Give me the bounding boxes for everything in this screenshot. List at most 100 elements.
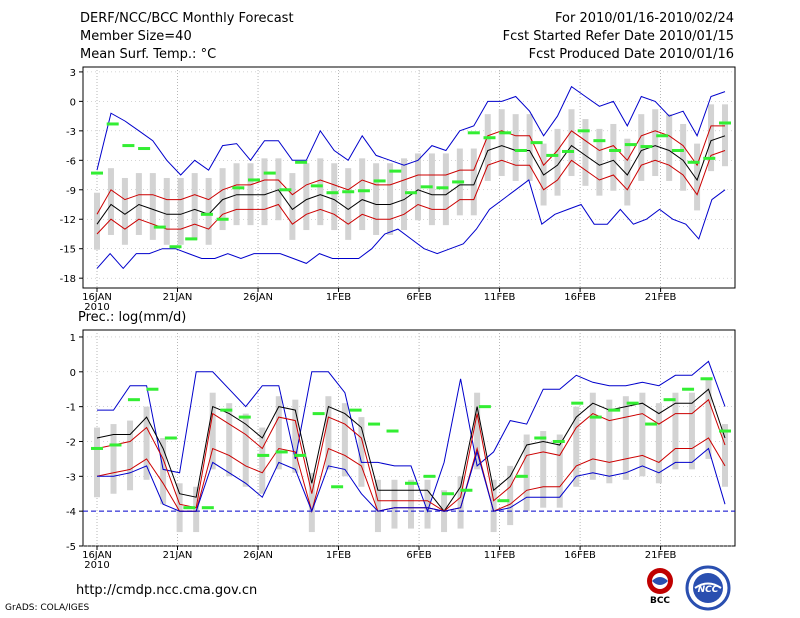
prec-spread-box (259, 427, 266, 494)
temp-median-marker (514, 148, 527, 152)
prec-upper-line (96, 398, 726, 512)
temp-median-marker (279, 188, 292, 192)
temp-spread-box (610, 123, 617, 191)
temp-median-marker (436, 186, 449, 190)
temp-max-line (96, 85, 726, 176)
grads-credit: GrADS: COLA/IGES (5, 603, 90, 613)
temp-x-tick-label: 26JAN (243, 292, 273, 303)
prec-x-tick-label: 11FEB (484, 550, 516, 561)
prec-spread-box (160, 438, 167, 505)
temp-median-marker (326, 191, 339, 195)
footer-url[interactable]: http://cmdp.ncc.cma.gov.cn (76, 583, 258, 598)
prec-spread-box (655, 403, 662, 484)
temp-spread-box (191, 173, 198, 240)
prec-median-marker (220, 408, 233, 412)
prec-median-marker (663, 398, 676, 402)
prec-y-tick-label: -1 (66, 403, 76, 414)
prec-median-marker (589, 415, 602, 419)
prec-spread-box (176, 483, 183, 533)
prec-x-year-label: 2010 (84, 560, 109, 571)
forecast-start-date: Fcst Started Refer Date 2010/01/15 (502, 29, 734, 44)
temp-spread-box (666, 114, 673, 181)
prec-y-tick-label: -4 (66, 507, 76, 518)
prec-spread-box (143, 406, 150, 480)
temp-x-year-label: 2010 (84, 302, 109, 313)
bcc-logo-text: BCC (650, 596, 670, 605)
temp-median-marker (185, 237, 198, 241)
prec-spread-box (722, 424, 728, 487)
prec-spread-box (94, 427, 100, 498)
temp-spread-box (428, 153, 435, 226)
prec-y-tick-label: -2 (66, 437, 76, 448)
chart-title: DERF/NCC/BCC Monthly Forecast (80, 11, 294, 26)
prec-median-marker (201, 506, 214, 510)
prec-spread-box (391, 479, 398, 529)
prec-median-marker (423, 474, 436, 478)
prec-median-marker (645, 422, 658, 426)
temp-spread-box (387, 163, 394, 235)
ncc-logo: NCC (685, 565, 731, 615)
temp-x-tick-label: 16JAN (82, 292, 112, 303)
prec-median-marker (386, 429, 399, 433)
temp-y-tick-label: 3 (70, 68, 76, 79)
prec-median-marker (497, 499, 510, 503)
prec-median-marker (275, 450, 288, 454)
temp-median-marker (389, 169, 402, 173)
prec-x-tick-label: 21JAN (163, 550, 193, 561)
temp-spread-box (526, 114, 533, 181)
temp-spread-box (582, 119, 589, 186)
temp-median-marker (593, 139, 606, 143)
temp-median-marker (546, 153, 559, 157)
prec-spread-box (639, 392, 646, 477)
temp-spread-box (359, 158, 366, 231)
temp-median-marker (122, 144, 135, 148)
prec-spread-box (242, 413, 249, 487)
prec-median-marker (626, 401, 639, 405)
prec-median-marker (552, 439, 565, 443)
temp-x-tick-label: 16FEB (564, 292, 596, 303)
prec-spread-box (622, 396, 629, 480)
prec-median-marker (368, 422, 381, 426)
prec-spread-box (408, 479, 414, 529)
temp-median-marker (530, 141, 543, 145)
temp-spread-box (303, 163, 310, 231)
temp-spread-box (722, 104, 728, 167)
prec-spread-box (457, 476, 464, 529)
prec-spread-box (490, 479, 497, 533)
ncc-logo-text: NCC (698, 585, 719, 595)
prec-median-marker (164, 436, 177, 440)
prec-median-marker (294, 453, 307, 457)
temp-spread-box (261, 158, 268, 226)
prec-spread-box (127, 420, 134, 491)
temp-median-marker (452, 180, 465, 184)
prec-spread-box (308, 472, 315, 533)
prec-spread-box (358, 417, 365, 487)
temp-spread-box (94, 192, 100, 250)
temp-median-marker (263, 171, 276, 175)
prec-spread-box (688, 392, 695, 470)
prec-spread-box (672, 392, 679, 470)
temp-spread-box (568, 109, 575, 177)
temp-median-marker (671, 148, 684, 152)
temp-upper-line (96, 125, 725, 215)
prec-median-marker (460, 488, 473, 492)
prec-spread-box (589, 392, 596, 480)
prec-median-marker (257, 453, 270, 457)
temp-spread-box (596, 128, 603, 196)
member-size-label: Member Size=40 (80, 29, 192, 44)
temp-spread-box (373, 163, 380, 235)
temp-median-marker (232, 186, 245, 190)
prec-spread-box (556, 434, 563, 508)
variable-label: Mean Surf. Temp.: °C (80, 47, 217, 62)
prec-spread-box (705, 378, 712, 459)
temp-spread-box (205, 177, 212, 245)
temp-spread-box (317, 158, 324, 226)
temp-median-marker (200, 212, 213, 216)
prec-median-marker (183, 506, 196, 510)
temp-spread-box (107, 168, 114, 235)
temp-y-tick-label: -12 (60, 215, 76, 226)
temp-median-marker (295, 160, 308, 164)
temp-median-marker (310, 184, 323, 188)
prec-spread-box (606, 399, 613, 484)
temp-median-marker (91, 171, 103, 175)
